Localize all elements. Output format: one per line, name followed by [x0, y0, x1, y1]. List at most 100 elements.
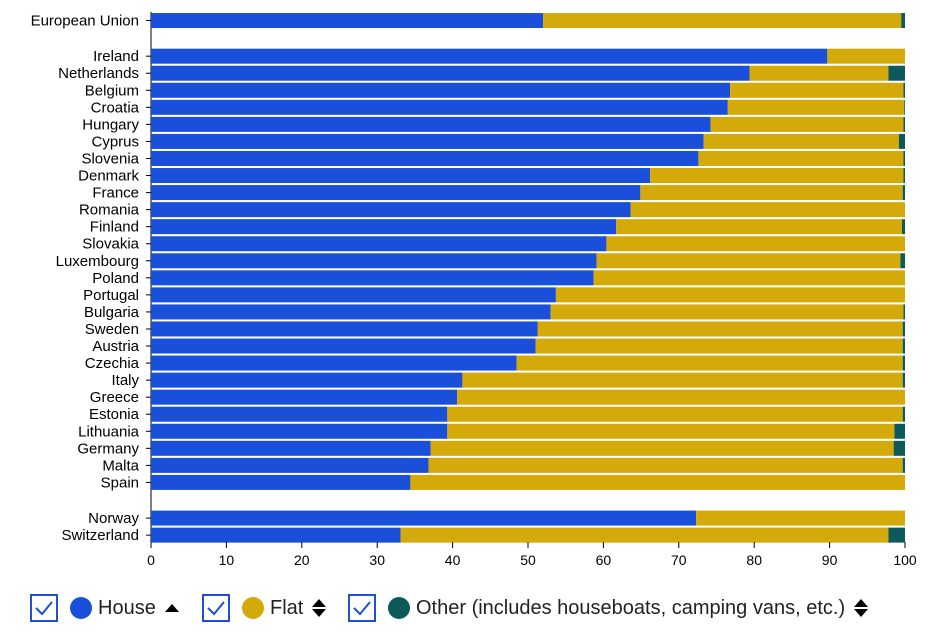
bar-flat-cyprus[interactable]: [703, 133, 899, 149]
category-label-switzerland: Switzerland: [61, 527, 139, 544]
sort-both-icon[interactable]: [854, 599, 869, 617]
bar-house-estonia[interactable]: [151, 406, 448, 422]
bar-house-spain[interactable]: [151, 474, 411, 490]
bar-flat-malta[interactable]: [428, 457, 903, 473]
bar-house-austria[interactable]: [151, 338, 536, 354]
bar-flat-luxembourg[interactable]: [596, 253, 901, 269]
bar-house-ireland[interactable]: [151, 48, 828, 64]
bar-flat-finland[interactable]: [616, 219, 902, 235]
legend: House Flat Other (includes houseboats, c…: [0, 588, 936, 630]
bar-flat-norway[interactable]: [696, 510, 905, 526]
bar-house-netherlands[interactable]: [151, 65, 750, 81]
bar-house-italy[interactable]: [151, 372, 463, 388]
bar-other-croatia[interactable]: [904, 99, 905, 115]
legend-item-other[interactable]: Other (includes houseboats, camping vans…: [348, 590, 869, 626]
bar-other-lithuania[interactable]: [894, 423, 905, 439]
x-tick-label-90: 90: [822, 552, 838, 568]
bar-flat-poland[interactable]: [593, 270, 905, 286]
bar-flat-romania[interactable]: [630, 202, 905, 218]
bar-house-belgium[interactable]: [151, 82, 731, 98]
bar-other-sweden[interactable]: [902, 321, 905, 337]
bar-house-romania[interactable]: [151, 202, 631, 218]
bar-house-bulgaria[interactable]: [151, 304, 551, 320]
bar-house-finland[interactable]: [151, 219, 617, 235]
sort-both-icon[interactable]: [312, 599, 327, 617]
bar-flat-france[interactable]: [640, 185, 903, 201]
bar-flat-european-union[interactable]: [543, 13, 902, 29]
bar-house-slovakia[interactable]: [151, 236, 607, 252]
house-checkbox[interactable]: [30, 594, 58, 622]
bar-other-france[interactable]: [902, 185, 905, 201]
bar-other-austria[interactable]: [902, 338, 905, 354]
bar-house-poland[interactable]: [151, 270, 594, 286]
bar-other-italy[interactable]: [902, 372, 905, 388]
bar-flat-portugal[interactable]: [555, 287, 905, 303]
bar-house-norway[interactable]: [151, 510, 697, 526]
flat-checkbox[interactable]: [202, 594, 230, 622]
category-label-czechia: Czechia: [85, 355, 140, 372]
bar-flat-belgium[interactable]: [730, 82, 904, 98]
bar-house-slovenia[interactable]: [151, 150, 699, 166]
bar-other-estonia[interactable]: [902, 406, 905, 422]
sort-ascending-icon[interactable]: [164, 604, 179, 612]
bar-flat-lithuania[interactable]: [447, 423, 895, 439]
category-label-estonia: Estonia: [89, 406, 140, 423]
bar-flat-austria[interactable]: [535, 338, 903, 354]
bar-house-cyprus[interactable]: [151, 133, 704, 149]
bar-house-malta[interactable]: [151, 457, 429, 473]
bar-flat-denmark[interactable]: [650, 168, 904, 184]
flat-legend-label: Flat: [270, 596, 304, 619]
bar-house-greece[interactable]: [151, 389, 458, 405]
bar-other-germany[interactable]: [893, 440, 905, 456]
bar-other-netherlands[interactable]: [888, 65, 905, 81]
bar-house-switzerland[interactable]: [151, 527, 401, 543]
bar-flat-estonia[interactable]: [447, 406, 903, 422]
bar-flat-croatia[interactable]: [727, 99, 905, 115]
bar-other-bulgaria[interactable]: [903, 304, 905, 320]
bar-house-lithuania[interactable]: [151, 423, 448, 439]
bar-house-czechia[interactable]: [151, 355, 517, 371]
legend-item-house[interactable]: House: [30, 590, 179, 626]
bar-flat-slovakia[interactable]: [606, 236, 905, 252]
bar-house-germany[interactable]: [151, 440, 431, 456]
category-label-denmark: Denmark: [78, 168, 139, 185]
other-legend-label: Other (includes houseboats, camping vans…: [416, 596, 846, 619]
bar-other-belgium[interactable]: [903, 82, 905, 98]
bar-house-france[interactable]: [151, 185, 641, 201]
bar-flat-germany[interactable]: [430, 440, 894, 456]
bar-house-european-union[interactable]: [151, 13, 544, 29]
bar-house-portugal[interactable]: [151, 287, 556, 303]
bar-other-european-union[interactable]: [901, 13, 905, 29]
bar-flat-slovenia[interactable]: [698, 150, 904, 166]
bar-other-hungary[interactable]: [903, 116, 905, 132]
bar-flat-ireland[interactable]: [827, 48, 905, 64]
bar-house-sweden[interactable]: [151, 321, 538, 337]
bar-house-denmark[interactable]: [151, 168, 651, 184]
bar-other-cyprus[interactable]: [898, 133, 905, 149]
bar-flat-greece[interactable]: [457, 389, 905, 405]
bar-house-luxembourg[interactable]: [151, 253, 597, 269]
bar-other-malta[interactable]: [902, 457, 905, 473]
category-label-bulgaria: Bulgaria: [84, 304, 140, 321]
bar-other-finland[interactable]: [901, 219, 905, 235]
x-tick-label-30: 30: [369, 552, 385, 568]
other-checkbox[interactable]: [348, 594, 376, 622]
bar-flat-bulgaria[interactable]: [550, 304, 904, 320]
bar-flat-netherlands[interactable]: [749, 65, 889, 81]
bar-flat-italy[interactable]: [462, 372, 903, 388]
bar-other-slovenia[interactable]: [903, 150, 905, 166]
bar-flat-sweden[interactable]: [537, 321, 903, 337]
bar-other-switzerland[interactable]: [888, 527, 905, 543]
bar-flat-switzerland[interactable]: [400, 527, 889, 543]
bar-flat-spain[interactable]: [410, 474, 905, 490]
bar-other-czechia[interactable]: [902, 355, 905, 371]
bar-other-denmark[interactable]: [903, 168, 905, 184]
bar-flat-czechia[interactable]: [516, 355, 903, 371]
bar-other-luxembourg[interactable]: [900, 253, 905, 269]
stacked-bar-chart: European UnionIrelandNetherlandsBelgiumC…: [31, 12, 917, 568]
bar-flat-hungary[interactable]: [710, 116, 904, 132]
legend-item-flat[interactable]: Flat: [202, 590, 327, 626]
category-label-greece: Greece: [90, 389, 139, 406]
bar-house-hungary[interactable]: [151, 116, 711, 132]
bar-house-croatia[interactable]: [151, 99, 728, 115]
